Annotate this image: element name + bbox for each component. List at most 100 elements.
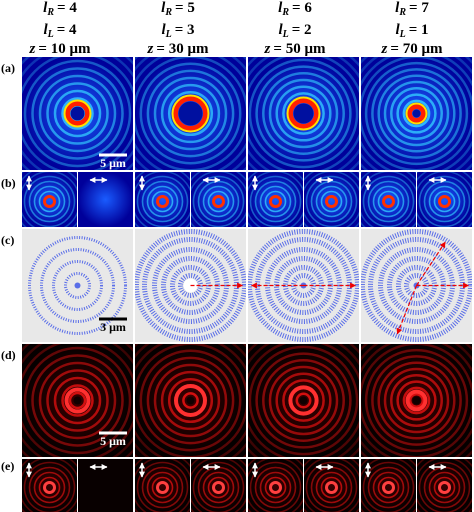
ring [146,356,235,445]
ring [364,61,469,166]
core [269,195,282,208]
value: = 10 μm [38,41,91,57]
column-header: z = 10 μm [29,41,91,57]
guide-arrow [396,285,418,335]
value: = 5 [175,0,195,16]
ring [268,78,339,149]
core-ring [405,389,428,412]
column-header: lL = 3 [161,22,194,40]
subscript: L [282,29,289,40]
panel [22,172,77,227]
ring [249,461,302,512]
panel [361,459,416,512]
ring [38,476,61,499]
ring [23,346,132,455]
panel [135,344,246,457]
core-ring [171,94,210,133]
value: = 6 [292,0,312,16]
panel [22,459,77,512]
core [43,195,56,208]
core-ring [65,101,90,126]
symbol: z [29,41,36,57]
core [438,481,451,494]
core-ring [407,104,426,123]
row-label: (d) [1,348,16,362]
core [70,106,85,121]
core-ring [64,387,91,414]
core-ring [63,99,92,128]
ring [275,85,332,142]
ring [146,69,235,158]
ring [167,90,214,137]
ring [372,185,405,218]
value: = 3 [175,22,195,38]
center [74,282,81,289]
value: = 70 μm [390,41,443,57]
ring [192,175,245,227]
panel [304,459,359,512]
column-header: lR = 7 [395,0,429,18]
ring [390,87,443,140]
ring [151,476,174,499]
ring [255,352,352,449]
panel [304,172,359,227]
ring [428,185,461,218]
column-header: lR = 6 [278,0,312,18]
ring [264,190,287,213]
scale-bar-label: 3 μm [100,320,126,334]
subscript: R [281,7,289,18]
ring [255,65,352,162]
ring [68,391,87,410]
ring [433,476,456,499]
ring [315,471,348,504]
panel [361,229,472,342]
ring [367,180,410,223]
core [156,195,169,208]
ring [377,190,400,213]
symbol: z [147,41,154,57]
column-header: lR = 5 [161,0,195,18]
ring [182,392,199,409]
ring [377,74,456,153]
column-header: lL = 2 [278,22,311,40]
symbol: l [161,0,166,16]
panel [417,172,472,227]
column-header: z = 50 μm [264,41,326,57]
ring [151,190,174,213]
ring [371,355,462,446]
core-ring [173,96,208,131]
ring [362,461,415,512]
panel [22,344,133,457]
ring [61,384,94,417]
ring [160,83,221,144]
ring [264,476,287,499]
ring [136,175,189,227]
core [438,195,451,208]
panel [191,172,246,227]
panel [248,172,303,227]
panel [22,57,133,170]
symbol: l [278,0,283,16]
core [269,481,282,494]
ring [153,76,228,151]
panel [361,172,416,227]
panel [361,344,472,457]
ring [254,180,297,223]
ring [268,365,339,436]
row-label: (e) [1,459,14,473]
column-header: lL = 4 [43,22,77,40]
ring [31,67,124,160]
ring [153,363,228,438]
ring [305,461,358,512]
ring [259,185,292,218]
ring [207,476,230,499]
ring [28,180,71,223]
ring [141,466,184,509]
ring [160,370,221,431]
ring [396,93,437,134]
row-label: (b) [1,176,16,190]
ring [23,59,132,168]
ring [282,379,325,422]
panel [135,459,190,512]
panel [417,459,472,512]
